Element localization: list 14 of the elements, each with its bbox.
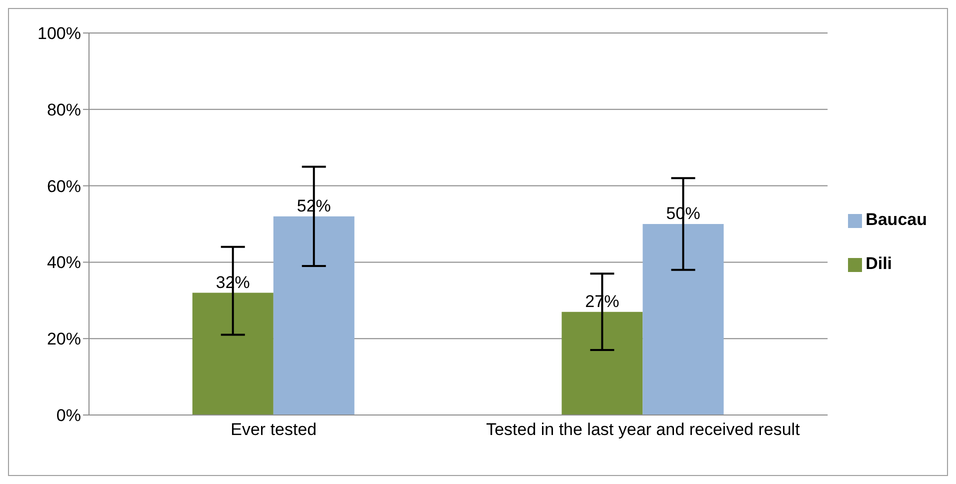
y-tick-label: 0% (56, 406, 81, 426)
x-tick-label: Ever tested (230, 420, 317, 440)
bar (192, 292, 274, 415)
bar (273, 216, 354, 415)
y-tick-label: 80% (46, 100, 81, 120)
y-tick-label: 100% (38, 24, 81, 44)
bar (642, 224, 724, 415)
legend-label: Dili (866, 254, 892, 273)
legend-label: Baucau (866, 210, 927, 229)
x-tick-label: Tested in the last year and received result (486, 420, 800, 440)
y-tick-label: 60% (46, 176, 81, 196)
y-tick-label: 40% (46, 253, 81, 272)
y-tick-label: 20% (46, 330, 81, 349)
bar (562, 312, 643, 415)
